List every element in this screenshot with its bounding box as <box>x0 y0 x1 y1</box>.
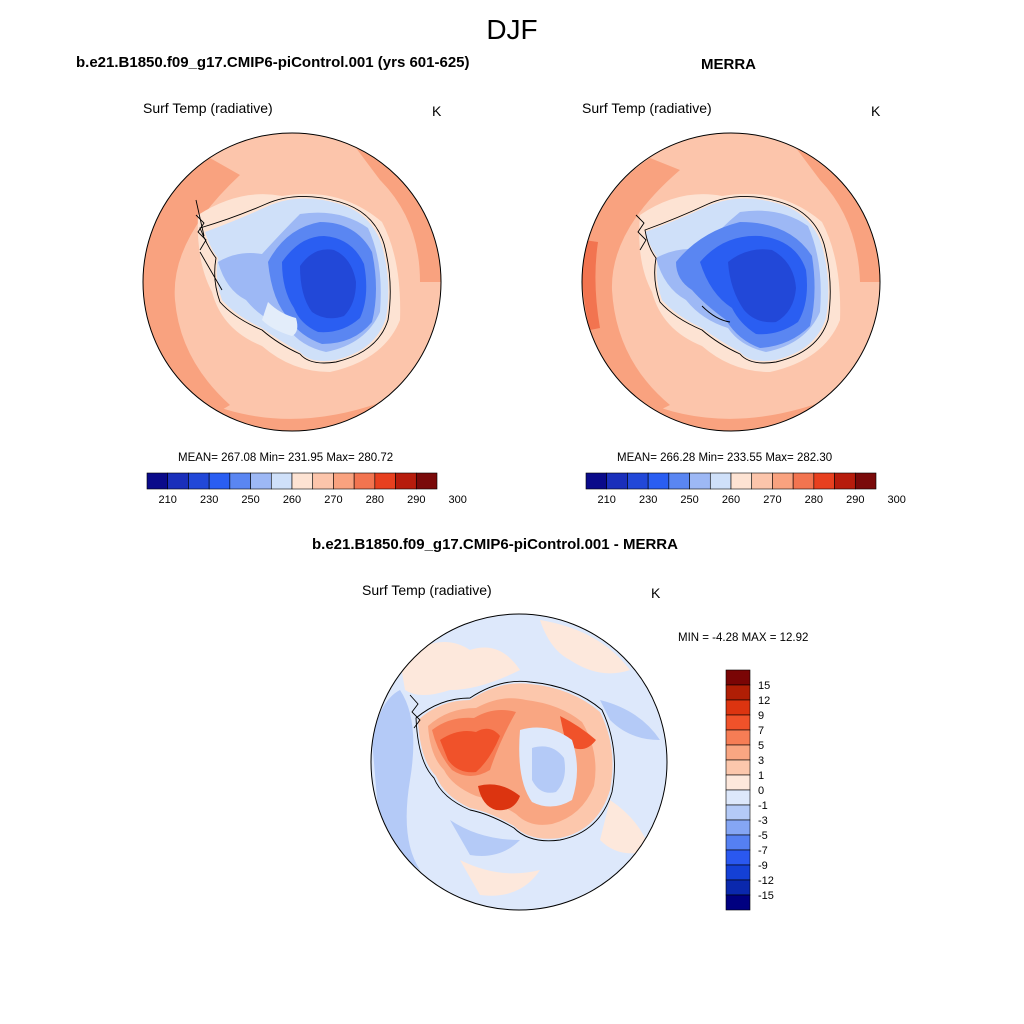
colorbar-tick-label: 250 <box>241 494 259 506</box>
panel1-variable-label: Surf Temp (radiative) <box>143 100 273 116</box>
panel2-variable-label: Surf Temp (radiative) <box>582 100 712 116</box>
colorbar-tick-label: 3 <box>758 755 764 767</box>
colorbar-swatch <box>689 472 711 490</box>
panel3-units-label: K <box>651 585 661 601</box>
colorbar-swatch <box>730 472 753 490</box>
colorbar-tick-label: 300 <box>888 494 906 506</box>
colorbar-swatch <box>250 472 272 490</box>
figure-title: DJF <box>486 14 538 45</box>
colorbar-tick-label: -15 <box>758 890 774 902</box>
colorbar-swatch <box>725 819 751 836</box>
colorbar-swatch <box>725 804 751 821</box>
colorbar-swatch <box>725 879 751 896</box>
colorbar-swatch <box>725 669 751 686</box>
panel1-colorbar-ticks: 210 230 250 260 270 280 290 300 <box>159 494 467 506</box>
colorbar-tick-label: 290 <box>407 494 425 506</box>
colorbar-tick-label: 15 <box>758 680 770 692</box>
colorbar-tick-label: 260 <box>283 494 301 506</box>
colorbar-swatch <box>606 472 628 490</box>
colorbar-swatch <box>725 699 751 716</box>
colorbar-tick-label: 1 <box>758 770 764 782</box>
panel2-units-label: K <box>871 103 881 119</box>
colorbar-tick-label: 210 <box>598 494 616 506</box>
colorbar-swatch <box>725 789 751 806</box>
colorbar-swatch <box>188 472 210 490</box>
colorbar-swatch <box>167 472 189 490</box>
colorbar-swatch <box>208 472 231 490</box>
colorbar-tick-label: 270 <box>324 494 342 506</box>
colorbar-swatch <box>725 729 751 746</box>
colorbar-tick-label: 0 <box>758 785 764 797</box>
colorbar-tick-label: -1 <box>758 800 768 812</box>
colorbar-swatch <box>647 472 670 490</box>
colorbar-swatch <box>229 472 251 490</box>
colorbar-tick-label: 300 <box>449 494 467 506</box>
colorbar-swatch <box>725 894 751 911</box>
panel1-title: b.e21.B1850.f09_g17.CMIP6-piControl.001 … <box>76 54 470 71</box>
colorbar-swatch <box>725 834 751 851</box>
colorbar-tick-label: 280 <box>805 494 823 506</box>
panel3-title: b.e21.B1850.f09_g17.CMIP6-piControl.001 … <box>312 536 678 553</box>
colorbar-swatch <box>725 684 751 701</box>
colorbar-swatch <box>725 849 751 866</box>
colorbar-swatch <box>725 864 751 881</box>
colorbar-swatch <box>772 472 794 490</box>
colorbar-tick-label: -3 <box>758 815 768 827</box>
panel1-map <box>142 132 442 432</box>
colorbar-swatch <box>792 472 815 490</box>
panel2-colorbar-ticks: 210 230 250 260 270 280 290 300 <box>598 494 906 506</box>
panel3-stats: MIN = -4.28 MAX = 12.92 <box>678 632 809 644</box>
panel2-title: MERRA <box>701 56 756 73</box>
colorbar-swatch <box>270 472 293 490</box>
colorbar-swatch <box>709 472 732 490</box>
colorbar-swatch <box>627 472 649 490</box>
colorbar-swatch <box>146 472 169 490</box>
panel1-stats: MEAN= 267.08 Min= 231.95 Max= 280.72 <box>178 452 394 464</box>
colorbar-tick-label: -5 <box>758 830 768 842</box>
colorbar-swatch <box>585 472 608 490</box>
colorbar-tick-label: 230 <box>639 494 657 506</box>
colorbar-tick-label: 280 <box>366 494 384 506</box>
colorbar-swatch <box>312 472 334 490</box>
colorbar-tick-label: 230 <box>200 494 218 506</box>
colorbar-tick-label: -7 <box>758 845 768 857</box>
colorbar-tick-label: 290 <box>846 494 864 506</box>
colorbar-swatch <box>374 472 396 490</box>
colorbar-swatch <box>813 472 835 490</box>
colorbar-tick-label: -9 <box>758 860 768 872</box>
colorbar-swatch <box>854 472 877 490</box>
colorbar-swatch <box>751 472 773 490</box>
colorbar-tick-label: -12 <box>758 875 774 887</box>
panel1-units-label: K <box>432 103 442 119</box>
colorbar-tick-label: 12 <box>758 695 770 707</box>
colorbar-swatch <box>415 472 438 490</box>
colorbar-swatch <box>395 472 417 490</box>
colorbar-tick-label: 210 <box>159 494 177 506</box>
panel2-stats: MEAN= 266.28 Min= 233.55 Max= 282.30 <box>617 452 833 464</box>
colorbar-swatch <box>668 472 690 490</box>
panel1-colorbar <box>146 472 438 490</box>
colorbar-swatch <box>333 472 355 490</box>
colorbar-swatch <box>725 744 751 761</box>
colorbar-tick-label: 270 <box>763 494 781 506</box>
panel3-colorbar <box>725 669 751 911</box>
colorbar-tick-label: 9 <box>758 710 764 722</box>
colorbar-tick-label: 260 <box>722 494 740 506</box>
colorbar-swatch <box>353 472 376 490</box>
colorbar-swatch <box>725 714 751 731</box>
colorbar-swatch <box>725 759 751 776</box>
colorbar-swatch <box>725 774 751 791</box>
colorbar-tick-label: 250 <box>680 494 698 506</box>
panel3-colorbar-ticks: 15 12 9 7 5 3 1 0 -1 -3 -5 -7 -9 -12 -15 <box>758 680 774 902</box>
colorbar-swatch <box>291 472 314 490</box>
colorbar-swatch <box>834 472 856 490</box>
panel2-map <box>581 132 881 432</box>
panel3-variable-label: Surf Temp (radiative) <box>362 582 492 598</box>
panel2-colorbar <box>585 472 877 490</box>
panel3-map <box>370 613 668 911</box>
colorbar-tick-label: 7 <box>758 725 764 737</box>
colorbar-tick-label: 5 <box>758 740 764 752</box>
